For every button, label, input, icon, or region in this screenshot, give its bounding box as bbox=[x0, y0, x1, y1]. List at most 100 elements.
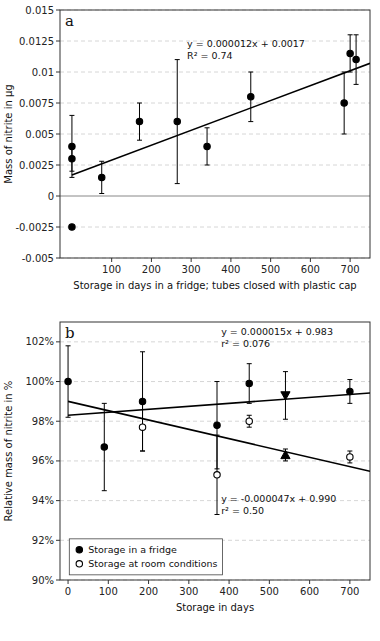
error-bar-cap bbox=[215, 435, 220, 436]
grid-line bbox=[60, 381, 370, 382]
error-bar-cap bbox=[69, 115, 74, 116]
y-tick bbox=[56, 460, 60, 461]
x-tick bbox=[310, 258, 311, 262]
y-tick-label: 98% bbox=[32, 416, 54, 427]
plot-background bbox=[60, 10, 370, 258]
panel: 010020030040050060070090%92%94%96%98%100… bbox=[3, 322, 370, 613]
y-tick bbox=[56, 165, 60, 166]
error-bar-cap bbox=[342, 134, 347, 135]
y-tick bbox=[56, 72, 60, 73]
data-point bbox=[65, 378, 71, 384]
annotation-line: R² = 0.74 bbox=[187, 50, 233, 61]
error-bar-cap bbox=[69, 171, 74, 172]
panel-label: b bbox=[65, 324, 75, 342]
legend-box bbox=[69, 539, 222, 575]
y-tick-label: 94% bbox=[32, 495, 54, 506]
y-axis-label: Relative mass of nitrite in % bbox=[3, 381, 14, 522]
error-bar-cap bbox=[283, 460, 288, 461]
error-bar-cap bbox=[283, 371, 288, 372]
error-bar-cap bbox=[66, 417, 71, 418]
error-bar-cap bbox=[102, 490, 107, 491]
grid-line bbox=[60, 196, 370, 197]
error-bar-cap bbox=[175, 59, 180, 60]
annotation-line: y = -0.000047x + 0.990 bbox=[221, 493, 336, 504]
error-bar-cap bbox=[348, 34, 353, 35]
error-bar-cap bbox=[69, 177, 74, 178]
error-bar-cap bbox=[140, 451, 145, 452]
data-point bbox=[214, 472, 220, 478]
error-bar-cap bbox=[215, 514, 220, 515]
annotation-line: y = 0.000012x + 0.0017 bbox=[187, 38, 305, 49]
annotation: y = -0.000047x + 0.990r² = 0.50 bbox=[221, 493, 336, 516]
y-tick bbox=[56, 258, 60, 259]
error-bar bbox=[69, 146, 74, 171]
error-bar bbox=[247, 364, 252, 404]
data-point bbox=[281, 450, 290, 458]
error-bar bbox=[140, 352, 145, 451]
error-bar-cap bbox=[175, 183, 180, 184]
legend-marker bbox=[76, 561, 82, 567]
y-tick bbox=[56, 10, 60, 11]
y-tick-label: 0.015 bbox=[25, 5, 54, 16]
x-tick-label: 100 bbox=[99, 586, 118, 597]
x-tick bbox=[188, 580, 189, 584]
x-tick-label: 300 bbox=[182, 264, 201, 275]
error-bar-cap bbox=[215, 381, 220, 382]
y-tick bbox=[56, 227, 60, 228]
error-bar bbox=[205, 128, 210, 165]
error-bar bbox=[348, 35, 353, 72]
x-tick bbox=[111, 258, 112, 262]
data-point bbox=[204, 143, 210, 149]
data-point bbox=[139, 398, 145, 404]
x-tick-label: 400 bbox=[221, 264, 240, 275]
y-tick-label: 0.01 bbox=[32, 67, 54, 78]
x-tick bbox=[151, 258, 152, 262]
y-tick bbox=[56, 500, 60, 501]
error-bar-cap bbox=[247, 363, 252, 364]
plot-frame bbox=[60, 10, 370, 258]
annotation-line: y = 0.000015x + 0.983 bbox=[221, 326, 333, 337]
data-point bbox=[281, 392, 290, 400]
annotation-line: r² = 0.50 bbox=[221, 505, 264, 516]
data-point bbox=[136, 118, 142, 124]
trend-line bbox=[72, 63, 370, 175]
error-bar bbox=[66, 346, 71, 417]
y-tick bbox=[56, 196, 60, 197]
error-bar-cap bbox=[283, 419, 288, 420]
error-bar-cap bbox=[205, 127, 210, 128]
grid-line bbox=[60, 103, 370, 104]
y-tick-label: 0.0025 bbox=[19, 160, 54, 171]
y-tick bbox=[56, 341, 60, 342]
x-tick bbox=[229, 580, 230, 584]
x-tick bbox=[269, 580, 270, 584]
x-tick-label: 500 bbox=[260, 586, 279, 597]
error-bar-cap bbox=[69, 146, 74, 147]
grid-line bbox=[60, 421, 370, 422]
data-point bbox=[101, 444, 107, 450]
error-bar-cap bbox=[99, 193, 104, 194]
error-bar-cap bbox=[354, 34, 359, 35]
x-tick bbox=[349, 580, 350, 584]
error-bar bbox=[347, 380, 352, 404]
x-tick-label: 500 bbox=[261, 264, 280, 275]
error-bar-cap bbox=[347, 462, 352, 463]
error-bar-cap bbox=[102, 403, 107, 404]
x-tick-label: 200 bbox=[142, 264, 161, 275]
error-bar bbox=[175, 60, 180, 184]
error-bar bbox=[137, 103, 142, 140]
y-tick-label: 0.0125 bbox=[19, 36, 54, 47]
error-bar bbox=[69, 115, 74, 177]
x-tick bbox=[108, 580, 109, 584]
annotation: y = 0.000015x + 0.983r² = 0.076 bbox=[221, 326, 333, 349]
error-bar bbox=[342, 72, 347, 134]
data-point bbox=[139, 424, 145, 430]
x-tick bbox=[270, 258, 271, 262]
y-tick bbox=[56, 540, 60, 541]
legend-marker bbox=[76, 547, 82, 553]
annotation-line: r² = 0.076 bbox=[221, 338, 270, 349]
error-bar-cap bbox=[137, 140, 142, 141]
data-point bbox=[248, 94, 254, 100]
x-tick-label: 700 bbox=[340, 586, 359, 597]
data-point bbox=[246, 380, 252, 386]
data-point bbox=[99, 174, 105, 180]
